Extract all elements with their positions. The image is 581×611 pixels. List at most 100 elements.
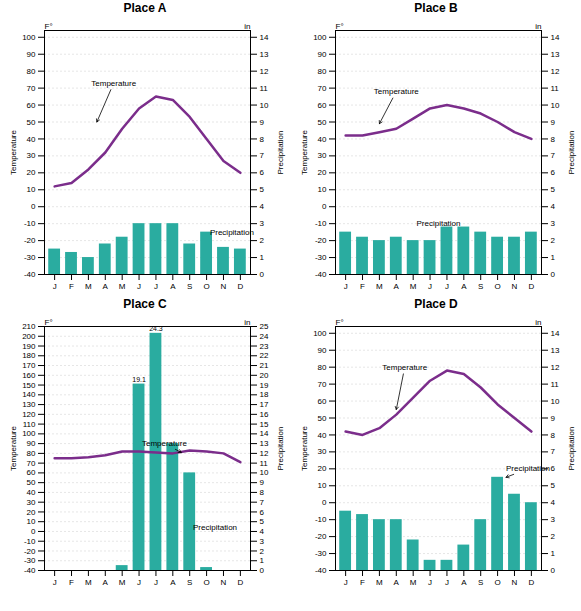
svg-text:6: 6 — [260, 168, 265, 177]
svg-text:21: 21 — [260, 361, 269, 370]
svg-text:60: 60 — [27, 468, 36, 477]
svg-text:5: 5 — [260, 517, 265, 526]
svg-text:40: 40 — [27, 488, 36, 497]
svg-text:5: 5 — [260, 185, 265, 194]
svg-text:140: 140 — [22, 390, 36, 399]
svg-text:in: in — [535, 22, 541, 31]
svg-text:30: 30 — [27, 498, 36, 507]
svg-text:14: 14 — [551, 329, 560, 338]
svg-text:Temperature: Temperature — [382, 363, 427, 372]
svg-text:A: A — [394, 578, 400, 587]
svg-text:A: A — [170, 282, 176, 291]
svg-text:-10: -10 — [315, 219, 327, 228]
svg-text:10: 10 — [27, 185, 36, 194]
svg-text:80: 80 — [27, 67, 36, 76]
svg-text:Temperature: Temperature — [300, 426, 309, 471]
svg-text:0: 0 — [322, 498, 327, 507]
svg-text:M: M — [410, 578, 417, 587]
svg-text:-30: -30 — [315, 253, 327, 262]
svg-text:2: 2 — [551, 532, 556, 541]
svg-text:N: N — [221, 578, 227, 587]
svg-text:20: 20 — [260, 371, 269, 380]
svg-text:22: 22 — [260, 351, 269, 360]
svg-text:23: 23 — [260, 342, 269, 351]
svg-text:N: N — [512, 282, 518, 291]
svg-text:D: D — [237, 282, 243, 291]
svg-text:6: 6 — [260, 508, 265, 517]
svg-text:Precipitation: Precipitation — [416, 219, 460, 228]
svg-text:Precipitation: Precipitation — [567, 130, 576, 174]
svg-text:0: 0 — [31, 527, 36, 536]
svg-text:9: 9 — [260, 118, 265, 127]
svg-text:4: 4 — [551, 498, 556, 507]
svg-text:18: 18 — [260, 390, 269, 399]
svg-text:Precipitation: Precipitation — [567, 426, 576, 470]
svg-text:12: 12 — [551, 363, 560, 372]
svg-text:30: 30 — [318, 447, 327, 456]
svg-text:A: A — [461, 282, 467, 291]
svg-text:Temperature: Temperature — [142, 439, 187, 448]
svg-text:0: 0 — [551, 270, 556, 279]
svg-text:2: 2 — [260, 547, 265, 556]
svg-text:80: 80 — [318, 363, 327, 372]
svg-text:-40: -40 — [24, 270, 36, 279]
svg-text:-20: -20 — [24, 547, 36, 556]
svg-text:7: 7 — [260, 498, 265, 507]
svg-text:15: 15 — [260, 420, 269, 429]
svg-text:Precipitation: Precipitation — [276, 130, 285, 174]
svg-text:30: 30 — [27, 151, 36, 160]
svg-text:110: 110 — [23, 420, 36, 429]
svg-text:0: 0 — [31, 202, 36, 211]
svg-text:70: 70 — [318, 84, 327, 93]
svg-text:70: 70 — [27, 459, 36, 468]
svg-text:7: 7 — [260, 151, 265, 160]
svg-text:Temperature: Temperature — [374, 87, 419, 96]
svg-text:50: 50 — [318, 118, 327, 127]
svg-text:Precipitation: Precipitation — [193, 523, 237, 532]
svg-text:8: 8 — [551, 135, 556, 144]
svg-text:180: 180 — [22, 351, 36, 360]
svg-text:7: 7 — [551, 151, 556, 160]
svg-text:8: 8 — [551, 431, 556, 440]
svg-text:J: J — [344, 578, 348, 587]
svg-text:3: 3 — [551, 515, 556, 524]
svg-text:-20: -20 — [315, 236, 327, 245]
svg-text:13: 13 — [551, 346, 560, 355]
svg-text:-30: -30 — [24, 253, 36, 262]
svg-text:Temperature: Temperature — [300, 130, 309, 175]
svg-text:50: 50 — [318, 414, 327, 423]
svg-text:S: S — [478, 578, 483, 587]
svg-text:90: 90 — [27, 50, 36, 59]
svg-text:0: 0 — [551, 566, 556, 575]
svg-text:14: 14 — [260, 33, 269, 42]
svg-text:Precipitation: Precipitation — [506, 464, 550, 473]
svg-text:10: 10 — [551, 397, 560, 406]
svg-text:-20: -20 — [24, 236, 36, 245]
svg-text:1: 1 — [551, 253, 556, 262]
svg-text:10: 10 — [318, 185, 327, 194]
svg-text:0: 0 — [260, 566, 265, 575]
svg-text:2: 2 — [551, 236, 556, 245]
svg-text:-20: -20 — [315, 532, 327, 541]
svg-text:17: 17 — [260, 400, 269, 409]
svg-text:Precipitation: Precipitation — [276, 426, 285, 470]
svg-text:13: 13 — [260, 50, 269, 59]
svg-text:-10: -10 — [24, 219, 36, 228]
svg-text:N: N — [512, 578, 518, 587]
svg-text:M: M — [410, 282, 417, 291]
svg-text:1: 1 — [260, 556, 265, 565]
svg-text:12: 12 — [551, 67, 560, 76]
svg-text:M: M — [85, 578, 92, 587]
svg-text:100: 100 — [313, 329, 327, 338]
svg-text:S: S — [478, 282, 483, 291]
svg-text:20: 20 — [27, 168, 36, 177]
svg-text:F°: F° — [45, 318, 53, 327]
svg-text:0: 0 — [322, 202, 327, 211]
svg-text:4: 4 — [260, 202, 265, 211]
svg-text:A: A — [170, 578, 176, 587]
svg-text:M: M — [119, 282, 126, 291]
svg-text:90: 90 — [318, 346, 327, 355]
svg-text:O: O — [203, 578, 209, 587]
svg-text:A: A — [394, 282, 400, 291]
svg-text:J: J — [428, 282, 432, 291]
